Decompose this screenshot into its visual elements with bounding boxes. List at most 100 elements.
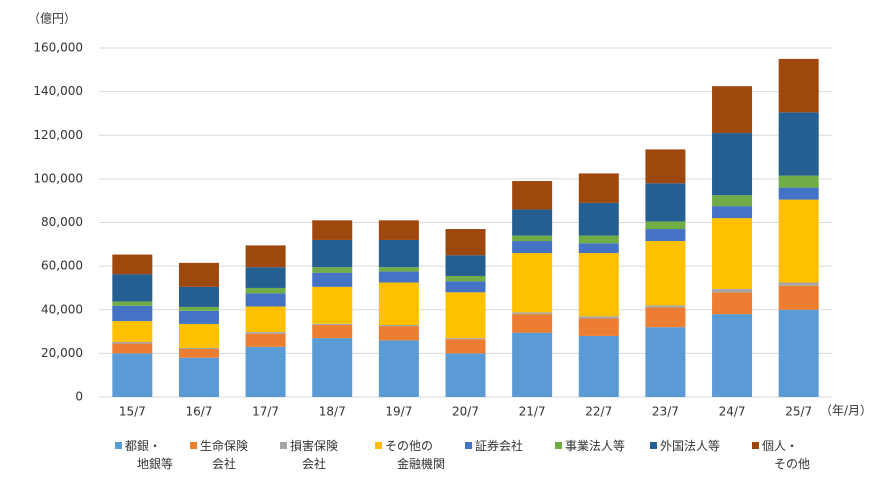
bar-segment <box>778 282 819 286</box>
legend-label: 外国法人等 <box>660 439 720 453</box>
bar-segment <box>578 335 619 397</box>
legend-swatch <box>190 442 197 449</box>
bar-segment <box>645 149 686 184</box>
bar-segment <box>778 58 819 113</box>
legend-swatch <box>115 442 122 449</box>
legend-swatch <box>375 442 382 449</box>
bar-segment <box>312 272 353 287</box>
bar-segment <box>245 245 286 268</box>
bar-segment <box>712 289 753 293</box>
legend-label: その他の金融機関 <box>385 439 445 471</box>
bar-segment <box>378 340 419 397</box>
bar-segment <box>245 306 286 332</box>
bar-segment <box>112 301 153 306</box>
bar-segment <box>645 305 686 308</box>
bar-segment <box>112 353 153 397</box>
bar-segment <box>578 316 619 319</box>
bar-segment <box>778 112 819 176</box>
bar-segment <box>712 218 753 290</box>
bar-segment <box>578 173 619 203</box>
bar-segment <box>312 220 353 240</box>
bar-segment <box>645 221 686 230</box>
legend-label: 個人・その他 <box>762 439 810 471</box>
bar-segment <box>245 333 286 347</box>
bar-segment <box>778 309 819 397</box>
x-tick-label: 23/7 <box>652 405 679 419</box>
bar-segment <box>645 327 686 397</box>
bar-segment <box>712 292 753 315</box>
legend-swatch <box>280 442 287 449</box>
legend-swatch <box>752 442 759 449</box>
bar-segment <box>512 312 553 315</box>
y-tick-label: 60,000 <box>41 259 83 273</box>
bar-segment <box>378 220 419 240</box>
bar-segment <box>512 332 553 397</box>
bar-segment <box>512 235 553 242</box>
x-unit: （年/月） <box>820 404 872 418</box>
x-tick-label: 17/7 <box>252 405 279 419</box>
bar-segment <box>178 286 219 307</box>
bar-segment <box>112 274 153 302</box>
bar-segment <box>378 325 419 327</box>
bar-segment <box>712 133 753 196</box>
bar-segment <box>445 338 486 340</box>
bar-segment <box>578 318 619 336</box>
x-tick-label: 15/7 <box>119 405 146 419</box>
bar-segment <box>178 262 219 287</box>
bar-segment <box>778 285 819 310</box>
x-tick-label: 24/7 <box>719 405 746 419</box>
bar-segment <box>178 357 219 397</box>
legend-label: 都銀・地銀等 <box>125 439 173 471</box>
bar-segment <box>245 293 286 307</box>
y-tick-label: 140,000 <box>33 84 83 98</box>
bar-segment <box>512 253 553 313</box>
bar-segment <box>712 314 753 397</box>
bar-segment <box>445 353 486 397</box>
legend-label: 証券会社 <box>475 438 523 453</box>
x-tick-label: 20/7 <box>452 405 479 419</box>
bar-segment <box>378 271 419 283</box>
bar-segment <box>178 323 219 348</box>
bar-segment <box>712 86 753 134</box>
bar-segment <box>378 282 419 326</box>
legend-label: 損害保険会社 <box>290 438 338 471</box>
bar-segment <box>512 181 553 210</box>
bar-segment <box>645 307 686 328</box>
bar-segment <box>378 326 419 341</box>
bar-segment <box>178 349 219 358</box>
bar-segment <box>112 254 153 275</box>
bar-segment <box>512 241 553 254</box>
bar-segment <box>445 292 486 339</box>
bar-segment <box>578 253 619 317</box>
bar-segment <box>312 239 353 268</box>
x-tick-label: 16/7 <box>185 405 212 419</box>
bar-segment <box>778 187 819 200</box>
bar-segment <box>445 255 486 276</box>
legend-swatch <box>465 442 472 449</box>
bar-segment <box>312 325 353 339</box>
x-tick-label: 19/7 <box>385 405 412 419</box>
bar-segment <box>312 323 353 326</box>
y-unit: （億円） <box>28 12 76 26</box>
y-tick-label: 20,000 <box>41 346 83 360</box>
x-tick-label: 25/7 <box>785 405 812 419</box>
bar-segment <box>445 275 486 282</box>
bar-segment <box>645 183 686 222</box>
bar-segment <box>645 241 686 306</box>
legend-label: 事業法人等 <box>565 439 625 453</box>
bar-segment <box>245 287 286 294</box>
y-tick-label: 160,000 <box>33 41 83 55</box>
bar-segment <box>312 267 353 273</box>
bar-segment <box>245 267 286 288</box>
legend-label: 生命保険会社 <box>200 438 248 471</box>
x-tick-label: 21/7 <box>519 405 546 419</box>
bar-segment <box>712 195 753 207</box>
x-tick-label: 22/7 <box>585 405 612 419</box>
bar-segment <box>778 199 819 283</box>
bar-segment <box>512 314 553 333</box>
bar-segment <box>245 331 286 334</box>
bar-segment <box>512 209 553 236</box>
y-tick-label: 0 <box>75 390 83 404</box>
bar-segment <box>178 306 219 311</box>
